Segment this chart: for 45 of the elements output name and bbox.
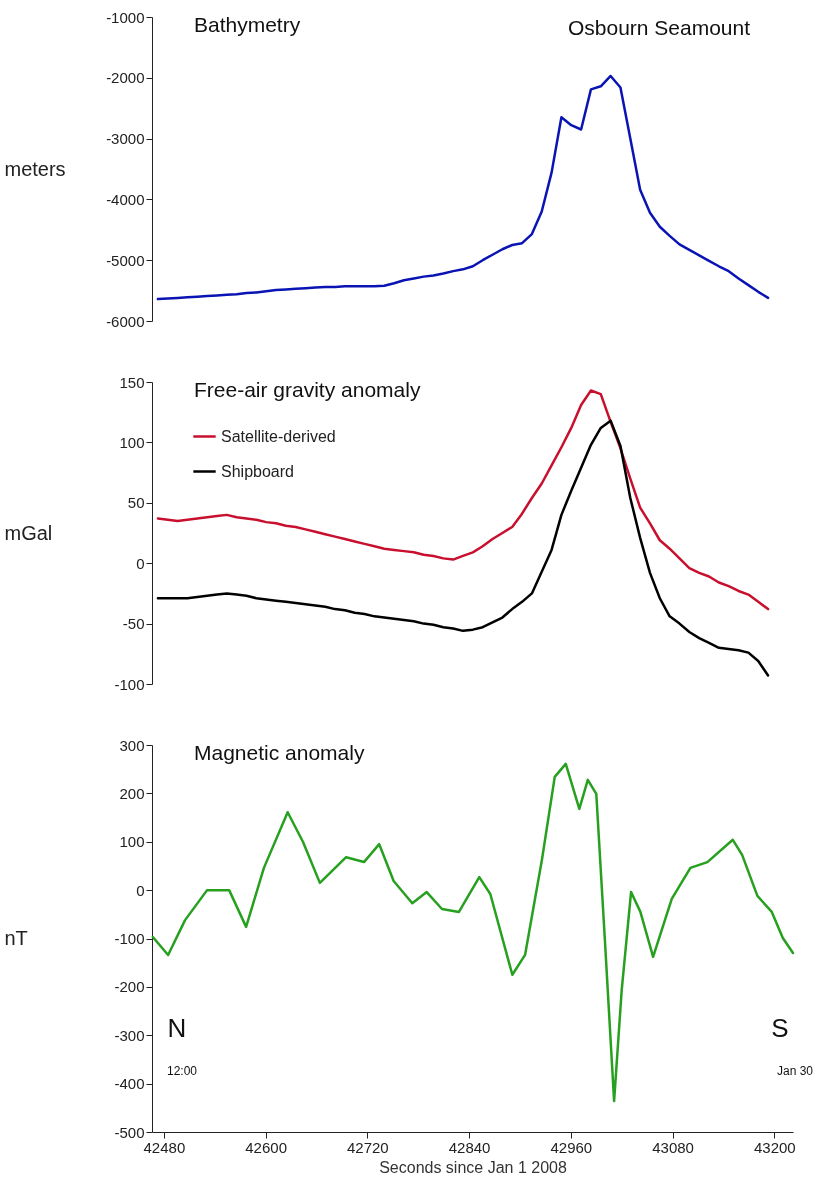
x-tick-label: 43080 [652,1138,694,1156]
y-tick-label: -1000 [106,8,145,26]
annotation: Jan 30 [776,1064,814,1078]
y-tick-label: -300 [114,1026,145,1044]
y-tick-label: 200 [119,784,145,802]
annotation: 12:00 [166,1064,198,1078]
x-tick-label: 43200 [753,1138,796,1156]
y-tick-label: -2000 [106,69,145,87]
y-tick-label: -6000 [106,312,145,330]
y-tick-label: -100 [114,675,145,693]
legend-label: Satellite-derived [221,427,336,445]
y-tick-label: 0 [136,554,145,572]
y-tick-label: 300 [119,736,145,754]
y-axis-title: nT [4,927,28,949]
y-tick-label: 50 [127,494,145,512]
annotation: Osbourn Seamount [567,16,751,39]
y-tick-label: -200 [114,978,145,996]
x-axis-title: Seconds since Jan 1 2008 [379,1158,567,1176]
x-tick-label: 42960 [550,1138,593,1156]
y-tick-label: -400 [114,1075,145,1093]
line-series [151,762,795,1103]
annotation: N [167,1013,187,1043]
y-tick-label: 100 [119,433,145,451]
y-tick-label: -100 [114,930,145,947]
y-tick-label: -3000 [106,130,145,148]
x-tick-label: 42600 [245,1138,287,1156]
y-tick-label: 150 [119,373,145,391]
y-tick-label: -50 [122,615,145,633]
chart-title: Magnetic anomaly [194,741,365,764]
y-tick-label: -500 [114,1123,145,1141]
chart-title: Bathymetry [194,13,301,36]
y-tick-label: 100 [119,833,145,851]
annotation: S [771,1013,789,1043]
x-tick-label: 42840 [448,1138,491,1156]
line-series [156,74,770,301]
y-tick-label: 0 [136,881,145,899]
y-axis-title: meters [4,157,66,180]
chart-title: Free-air gravity anomaly [194,378,421,401]
line-series [156,419,770,677]
y-tick-label: -5000 [106,251,145,269]
y-tick-label: -4000 [106,190,145,208]
x-tick-label: 42480 [143,1138,186,1156]
y-axis-title: mGal [4,521,53,544]
legend-label: Shipboard [221,462,294,480]
x-tick-label: 42720 [347,1138,389,1156]
